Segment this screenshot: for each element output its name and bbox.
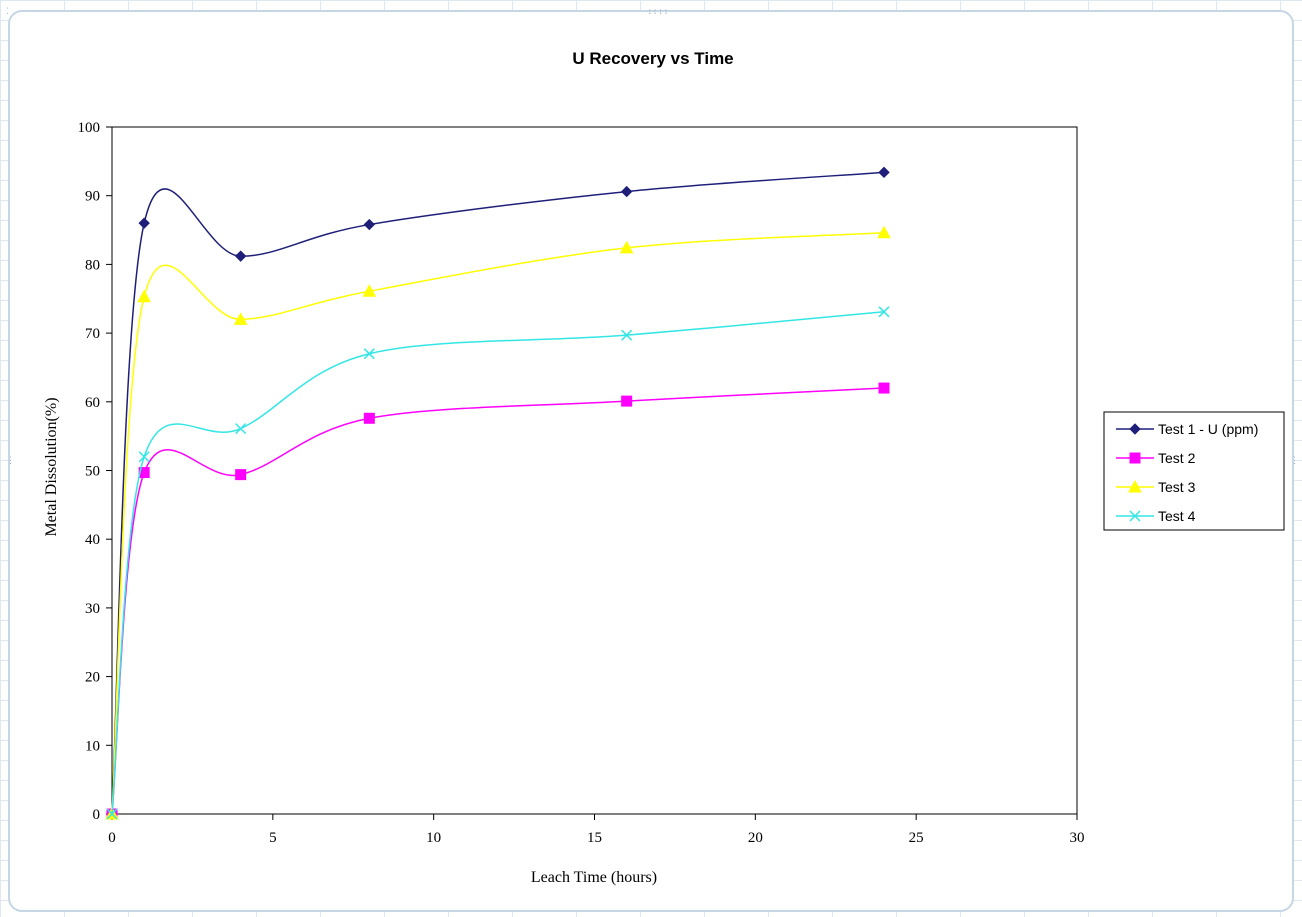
- x-axis-label: Leach Time (hours): [531, 869, 657, 886]
- y-tick-label: 50: [85, 464, 100, 480]
- plot-area: [111, 126, 1078, 815]
- data-point: [137, 289, 152, 303]
- data-point: [138, 451, 150, 463]
- legend-marker: [1128, 479, 1142, 493]
- x-tick-label: 20: [748, 830, 763, 846]
- y-tick-label: 40: [85, 532, 100, 548]
- data-point: [619, 240, 634, 254]
- resize-handle-left-icon[interactable]: ⋮: [6, 456, 15, 466]
- series-1: [106, 166, 890, 820]
- legend-item: Test 1 - U (ppm): [1116, 421, 1258, 437]
- data-point: [106, 808, 118, 820]
- y-tick-label: 20: [85, 670, 100, 686]
- chart-title: U Recovery vs Time: [572, 49, 733, 68]
- legend-item: Test 2: [1116, 450, 1196, 466]
- legend-item: Test 4: [1116, 508, 1196, 524]
- x-tick-label: 5: [269, 830, 277, 846]
- data-point: [877, 225, 891, 239]
- x-tick-label: 0: [108, 830, 116, 846]
- legend-entries: Test 1 - U (ppm) Test 2 Test 3 Test 4: [1116, 421, 1258, 524]
- series-lines: [105, 166, 891, 820]
- data-point: [878, 382, 890, 394]
- axis-ticks: 0 5 10 15 20 25 30 0 10 20 30 40 50 60 70 80 90 100: [78, 120, 1085, 846]
- legend-label: Test 4: [1158, 508, 1196, 524]
- data-point: [621, 329, 633, 341]
- data-point: [621, 395, 633, 407]
- data-point: [234, 250, 247, 262]
- y-tick-label: 90: [85, 189, 100, 205]
- series-line: [111, 171, 885, 815]
- data-point: [878, 306, 890, 318]
- x-tick-label: 30: [1070, 830, 1085, 846]
- x-tick-label: 15: [587, 830, 602, 846]
- data-point: [362, 284, 377, 297]
- x-tick-label: 25: [909, 830, 924, 846]
- legend[interactable]: Test 1 - U (ppm) Test 2 Test 3 Test 4: [1103, 411, 1285, 531]
- x-tick-label: 10: [426, 830, 441, 846]
- data-point: [620, 185, 633, 198]
- legend-marker: [1129, 452, 1141, 464]
- y-tick-label: 80: [85, 257, 100, 273]
- y-tick-label: 10: [85, 738, 100, 754]
- data-point: [363, 218, 376, 231]
- series-3: [105, 225, 891, 820]
- resize-handle-right-icon[interactable]: ⋮: [1290, 456, 1299, 466]
- legend-marker: [1129, 510, 1141, 522]
- legend-label: Test 3: [1158, 479, 1196, 495]
- series-line: [111, 387, 885, 815]
- legend-marker: [1129, 423, 1141, 435]
- series-4: [106, 306, 890, 820]
- legend-label: Test 1 - U (ppm): [1158, 421, 1258, 437]
- y-tick-label: 0: [93, 807, 101, 823]
- data-point: [363, 348, 375, 360]
- data-point: [138, 217, 150, 229]
- y-tick-label: 70: [85, 326, 100, 342]
- data-point: [233, 312, 248, 325]
- y-tick-label: 30: [85, 601, 100, 617]
- legend-label: Test 2: [1158, 450, 1196, 466]
- series-line: [111, 232, 885, 815]
- data-point: [878, 166, 890, 179]
- resize-handle-topleft-icon[interactable]: ⁚: [6, 7, 9, 17]
- resize-handle-top-icon[interactable]: ::::: [647, 7, 669, 17]
- data-point: [235, 469, 247, 481]
- y-tick-label: 60: [85, 395, 100, 411]
- legend-item: Test 3: [1116, 479, 1196, 495]
- data-point: [235, 423, 247, 435]
- series-line: [111, 311, 885, 815]
- data-point: [363, 412, 375, 424]
- y-axis-label: Metal Dissolution(%): [43, 397, 60, 536]
- y-tick-label: 100: [78, 120, 101, 136]
